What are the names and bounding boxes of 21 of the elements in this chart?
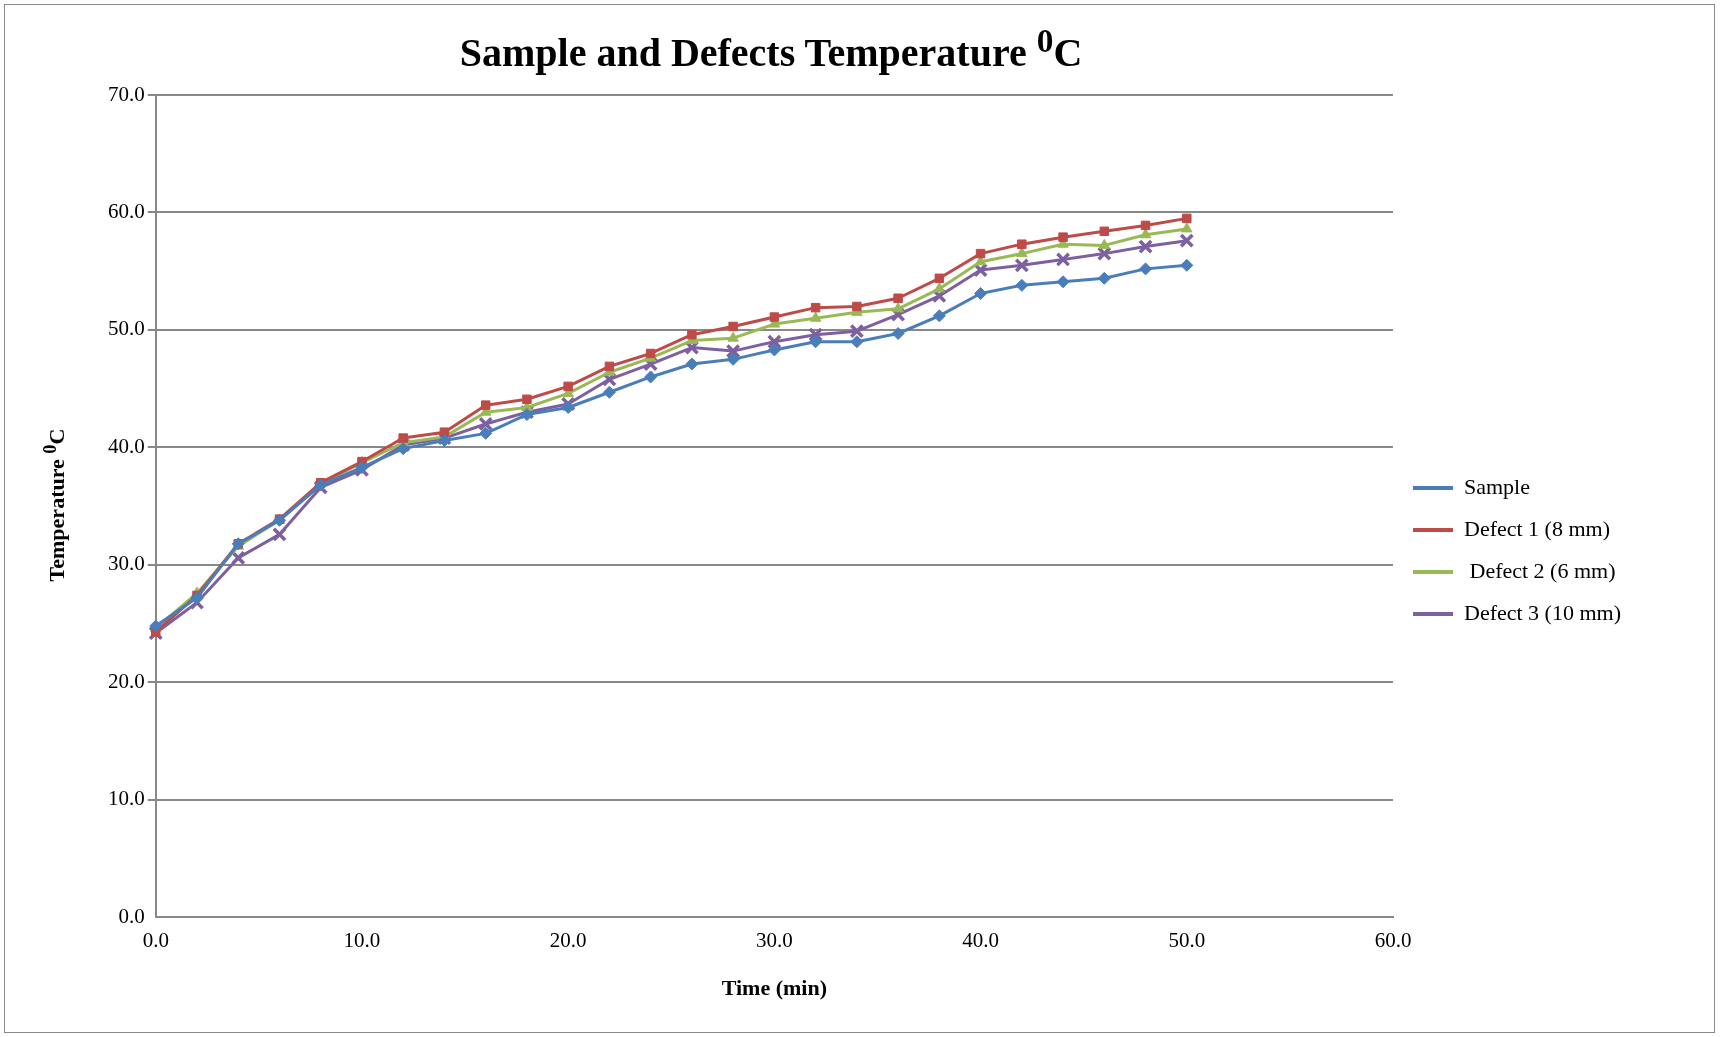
y-tick-label: 70.0 xyxy=(108,81,145,106)
y-tick-label: 60.0 xyxy=(108,199,145,223)
y-tick-label: 20.0 xyxy=(108,668,145,693)
x-tick-label: 40.0 xyxy=(962,927,999,952)
legend-label: Defect 3 (10 mm) xyxy=(1464,599,1621,625)
x-axis-title: Time (min) xyxy=(721,975,828,1001)
x-tick-label: 20.0 xyxy=(549,927,587,952)
y-tick-label: 0.0 xyxy=(118,903,145,928)
y-tick-label: 50.0 xyxy=(108,316,145,341)
chart-title: Sample and Defects Temperature $^{0}$C xyxy=(458,22,1084,77)
x-tick-label: 50.0 xyxy=(1168,927,1206,952)
y-tick-label: 10.0 xyxy=(108,786,145,811)
x-tick-label: 30.0 xyxy=(756,927,793,952)
y-tick-label: 40.0 xyxy=(108,433,145,458)
legend-label: Defect 1 (8 mm) xyxy=(1464,515,1610,541)
y-tick-label: 30.0 xyxy=(108,551,145,576)
legend-label: Defect 2 (6 mm) xyxy=(1464,557,1616,583)
x-tick-label: 0.0 xyxy=(142,927,169,952)
legend-label: Sample xyxy=(1464,473,1530,499)
x-tick-label: 10.0 xyxy=(343,927,381,952)
x-tick-label: 60.0 xyxy=(1374,927,1412,952)
